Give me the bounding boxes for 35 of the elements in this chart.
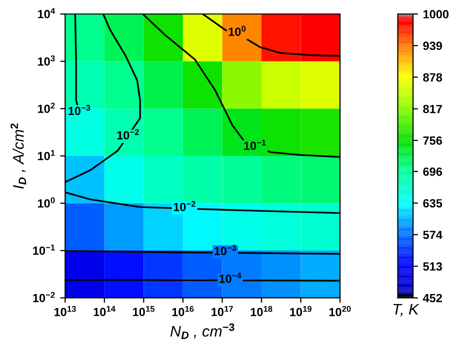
y-tick-label: 10$^{−2}$: [33, 292, 55, 302]
x-tick-label: 10$^{13}$: [54, 306, 76, 316]
y-tick-label: 10$^{0}$: [38, 197, 55, 208]
color-bar-label: 817: [423, 104, 442, 114]
x-axis-title: N$_{D}$ , cm$^{−3}$: [170, 323, 234, 339]
annotation: 10$^{−3}$: [214, 244, 236, 256]
color-bar-label: 1000: [423, 10, 449, 18]
x-tick-label: 10$^{16}$: [172, 306, 194, 316]
color-bar-label: 452: [422, 294, 442, 302]
annotation: 10$^{−1}$: [244, 140, 266, 150]
color-bar-label: 756: [423, 136, 442, 145]
x-tick-label: 10$^{20}$: [329, 306, 351, 316]
annotation: 10$^{−2}$: [174, 200, 196, 212]
x-tick-label: 10$^{14}$: [94, 306, 116, 316]
annotation: 10$^{0}$: [228, 26, 246, 36]
x-tick-label: 10$^{17}$: [212, 306, 233, 316]
annotation: 10$^{−4}$: [219, 272, 242, 283]
annotation: 10$^{−3}$: [68, 104, 90, 116]
color-bar-label: 574: [423, 230, 442, 240]
x-tick-label: 10$^{18}$: [250, 306, 272, 316]
color-bar-title: T, K: [393, 304, 420, 316]
x-tick-label: 10$^{19}$: [290, 306, 312, 316]
annotation: 10$^{−2}$: [117, 129, 139, 140]
y-tick-label: 10$^{1}$: [38, 150, 55, 160]
y-tick-label: 10$^{3}$: [38, 55, 55, 66]
color-bar-label: 696: [423, 168, 442, 176]
color-bar-label: 513: [423, 262, 442, 271]
y-tick-label: 10$^{4}$: [38, 8, 56, 18]
y-tick-label: 10$^{−1}$: [33, 244, 55, 255]
color-bar-label: 939: [423, 42, 442, 50]
y-axis-title: I$_{D}$ , A/cm$^{2}$: [10, 124, 26, 189]
x-tick-label: 10$^{15}$: [133, 306, 154, 316]
y-tick-label: 10$^{2}$: [38, 102, 55, 113]
color-bar-label: 878: [423, 73, 442, 82]
color-bar-label: 635: [423, 199, 442, 208]
